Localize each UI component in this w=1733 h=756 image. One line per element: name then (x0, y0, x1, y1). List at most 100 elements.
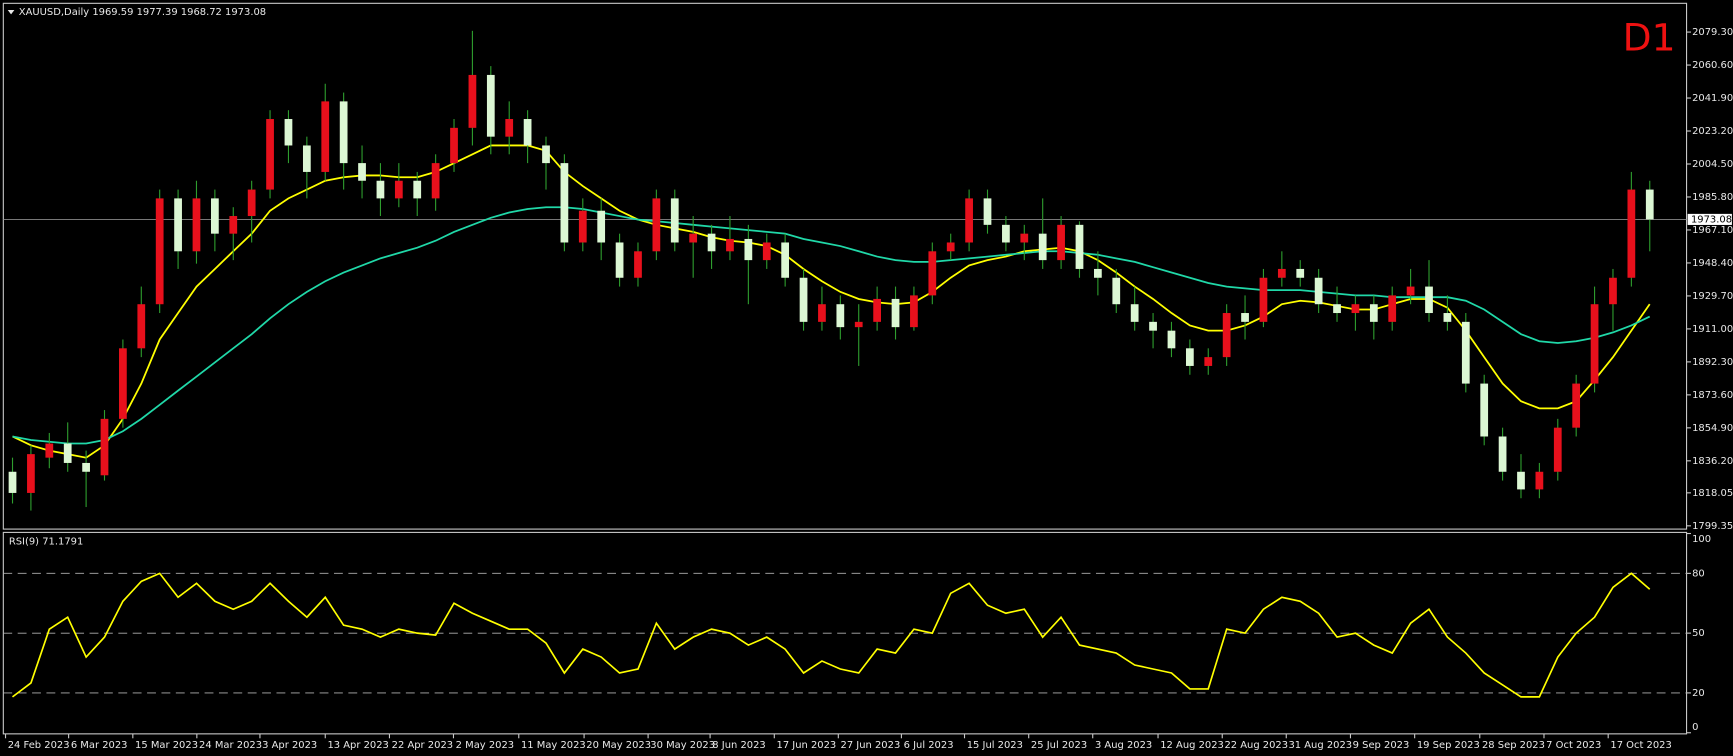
candle-body (486, 74, 495, 137)
candle-body (413, 180, 422, 199)
candle-body (137, 304, 146, 349)
candle-body (1645, 189, 1654, 220)
x-tick-label: 17 Jun 2023 (777, 740, 837, 751)
menu-arrow[interactable] (7, 9, 15, 15)
candle-body (928, 251, 937, 296)
y-tick-label: 100 (1692, 534, 1711, 545)
y-tick-label: 2023.20 (1692, 126, 1733, 137)
candle-body (192, 198, 201, 252)
last-price-label: 1973.08 (1691, 214, 1732, 225)
candle-body (211, 198, 219, 234)
candle-body (1609, 277, 1617, 305)
rsi-header: RSI(9) 71.1791 (9, 536, 83, 547)
x-tick-label: 28 Sep 2023 (1482, 740, 1545, 751)
candle-body (1590, 304, 1599, 384)
x-tick-label: 2 May 2023 (456, 740, 514, 751)
x-tick-label: 22 Apr 2023 (392, 740, 453, 751)
y-tick-label: 1985.80 (1692, 192, 1733, 203)
y-tick-label: 2041.90 (1692, 93, 1733, 104)
candle-body (560, 163, 569, 243)
candle-body (394, 180, 403, 199)
candle-body (505, 119, 514, 137)
y-tick-label: 2060.60 (1692, 60, 1733, 71)
candle-body (965, 198, 973, 243)
y-tick-label: 1873.60 (1692, 390, 1733, 401)
candle-body (891, 298, 900, 328)
candle-body (302, 145, 311, 172)
candle-body (744, 238, 753, 261)
candle-body (8, 471, 17, 493)
candle-body (670, 198, 679, 243)
candle-body (100, 418, 109, 476)
candle-body (339, 101, 348, 164)
candle-body (1535, 471, 1544, 490)
candle-body (615, 242, 624, 278)
y-tick-label: 1854.90 (1692, 423, 1733, 434)
candle-body (946, 242, 955, 252)
candle-body (762, 242, 771, 261)
x-tick-label: 6 Jul 2023 (904, 740, 954, 751)
x-tick-label: 3 Apr 2023 (262, 740, 317, 751)
candle-body (1406, 286, 1415, 296)
candle-body (1517, 471, 1525, 490)
candle-body (1038, 233, 1047, 261)
candle-body (873, 298, 881, 322)
candle-body (1094, 268, 1102, 278)
candle-body (1222, 313, 1231, 358)
candle-body (836, 304, 845, 328)
timeframe-label: D1 (1623, 15, 1676, 59)
x-tick-label: 15 Mar 2023 (135, 740, 198, 751)
candle-body (266, 119, 274, 190)
candle-body (119, 348, 127, 419)
candle-body (321, 101, 330, 172)
candle-body (174, 198, 182, 252)
symbol-header: XAUUSD,Daily 1969.59 1977.39 1968.72 197… (19, 7, 266, 18)
y-tick-label: 1836.20 (1692, 456, 1733, 467)
candle-body (542, 145, 550, 164)
candle-body (1498, 436, 1507, 472)
candle-body (1057, 224, 1065, 261)
x-tick-label: 17 Oct 2023 (1610, 740, 1671, 751)
x-tick-label: 19 Sep 2023 (1417, 740, 1480, 751)
candle-body (1296, 268, 1305, 278)
x-tick-label: 24 Feb 2023 (8, 740, 70, 751)
y-tick-label: 1911.00 (1692, 324, 1733, 335)
candle-body (1480, 383, 1489, 437)
candle-body (431, 163, 440, 199)
candle-body (1425, 286, 1433, 314)
x-tick-label: 9 Sep 2023 (1353, 740, 1410, 751)
candle-body (1277, 268, 1286, 278)
candle-body (799, 277, 808, 322)
candle-body (523, 119, 532, 146)
y-tick-label: 2004.50 (1692, 159, 1733, 170)
x-tick-label: 24 Mar 2023 (199, 740, 262, 751)
candle-body (634, 251, 642, 278)
candle-body (910, 295, 918, 328)
candle-body (578, 210, 587, 243)
candle-body (376, 180, 385, 199)
candle-body (1075, 224, 1084, 269)
y-tick-label: 50 (1692, 628, 1705, 639)
x-tick-label: 30 May 2023 (650, 740, 715, 751)
y-tick-label: 1892.30 (1692, 357, 1733, 368)
x-tick-label: 20 May 2023 (586, 740, 651, 751)
candle-body (1388, 295, 1397, 322)
candle-body (1167, 330, 1176, 349)
candle-body (450, 127, 458, 164)
candle-body (1553, 427, 1562, 472)
candle-body (854, 321, 863, 328)
candle-body (1204, 357, 1213, 366)
candle-body (1259, 277, 1268, 322)
candle-body (1020, 233, 1029, 243)
candle-body (27, 454, 35, 493)
y-tick-label: 2079.30 (1692, 27, 1733, 38)
candle-body (1314, 277, 1323, 305)
rsi-line (11, 572, 1651, 698)
x-tick-label: 3 Aug 2023 (1095, 740, 1152, 751)
x-tick-label: 25 Jul 2023 (1031, 740, 1087, 751)
candle-body (63, 443, 72, 463)
price-panel (2, 2, 1688, 530)
x-tick-label: 27 Jun 2023 (841, 740, 901, 751)
